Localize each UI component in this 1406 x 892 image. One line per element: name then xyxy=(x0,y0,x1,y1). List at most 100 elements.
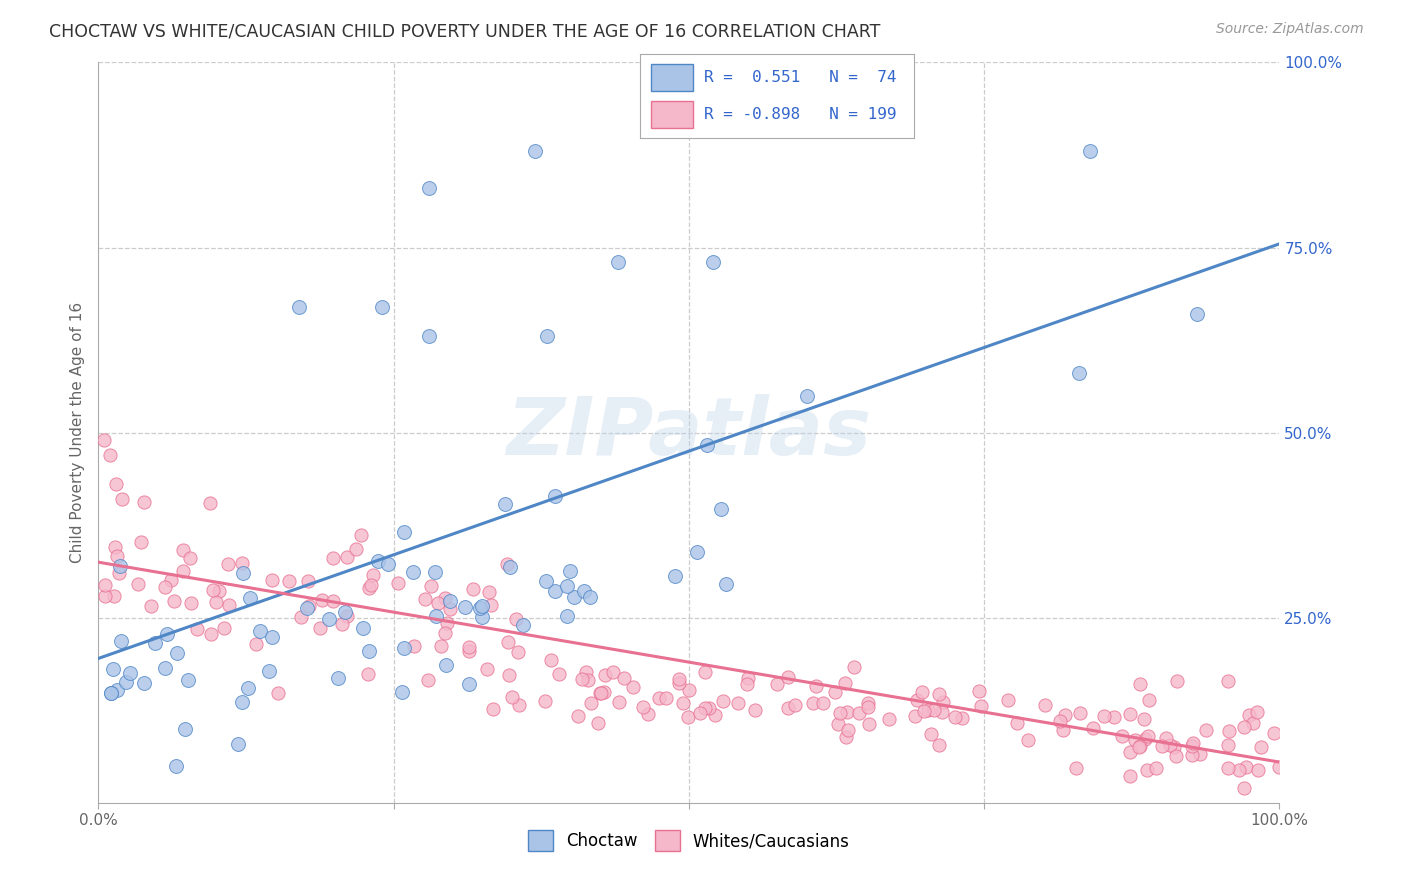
Point xyxy=(1083,721,1105,735)
Point xyxy=(571,672,593,686)
Point xyxy=(425,565,447,579)
Point xyxy=(557,579,579,593)
Point xyxy=(506,645,529,659)
Point xyxy=(471,599,494,613)
Point xyxy=(163,594,186,608)
Point xyxy=(710,502,733,516)
Point xyxy=(575,665,598,680)
Point xyxy=(198,496,221,510)
Point xyxy=(593,667,616,681)
Point xyxy=(145,636,167,650)
Point xyxy=(260,573,283,587)
Point xyxy=(295,601,318,615)
Point xyxy=(536,574,558,589)
Point xyxy=(676,709,699,723)
Point xyxy=(322,551,344,566)
Point xyxy=(697,701,720,715)
Point xyxy=(1146,761,1168,775)
Point xyxy=(648,691,671,706)
Point xyxy=(458,640,481,655)
Point xyxy=(920,727,942,741)
Point xyxy=(1111,729,1133,743)
Point xyxy=(457,677,479,691)
Point xyxy=(912,704,935,718)
Bar xyxy=(651,101,693,128)
Point xyxy=(716,577,738,591)
Point xyxy=(278,574,301,588)
Point xyxy=(1216,738,1239,752)
Point xyxy=(1250,739,1272,754)
Point xyxy=(904,709,927,723)
Point xyxy=(454,600,477,615)
Point xyxy=(834,730,856,744)
Point xyxy=(132,495,155,509)
Point xyxy=(479,598,502,612)
Point xyxy=(1152,739,1174,754)
Point xyxy=(796,388,818,402)
Point xyxy=(548,667,571,681)
Point xyxy=(727,696,749,710)
Point xyxy=(1136,729,1159,743)
Point xyxy=(776,670,799,684)
Point xyxy=(499,560,522,574)
Point xyxy=(1267,760,1289,774)
Point xyxy=(427,596,450,610)
Point xyxy=(607,695,630,709)
Point xyxy=(335,605,357,619)
Point xyxy=(877,712,900,726)
Point xyxy=(212,621,235,635)
Point xyxy=(494,497,516,511)
Point xyxy=(664,569,686,583)
Point xyxy=(1133,732,1156,747)
Point xyxy=(544,489,567,503)
Point xyxy=(1239,707,1261,722)
Point xyxy=(1233,720,1256,734)
Point xyxy=(837,723,859,738)
Point xyxy=(166,646,188,660)
Point xyxy=(1123,733,1146,747)
Point xyxy=(392,524,415,539)
Point xyxy=(1159,739,1181,753)
Point xyxy=(1232,780,1254,795)
Point xyxy=(1118,769,1140,783)
Point xyxy=(155,627,177,641)
Point xyxy=(905,693,928,707)
Y-axis label: Child Poverty Under the Age of 16: Child Poverty Under the Age of 16 xyxy=(69,302,84,563)
Point xyxy=(1035,698,1057,712)
Point xyxy=(702,255,724,269)
Point xyxy=(1119,746,1142,760)
Point xyxy=(415,591,437,606)
Point xyxy=(402,640,425,654)
Point xyxy=(1247,763,1270,777)
Point xyxy=(970,698,993,713)
Point xyxy=(344,542,367,557)
Point xyxy=(931,705,953,719)
Point xyxy=(501,690,523,705)
Point xyxy=(267,686,290,700)
Point xyxy=(463,582,485,596)
Point xyxy=(357,644,380,658)
Point xyxy=(217,557,239,571)
Point xyxy=(589,686,612,700)
Point xyxy=(744,703,766,717)
Point xyxy=(806,679,828,693)
Point xyxy=(180,596,202,610)
Point xyxy=(512,618,534,632)
Point xyxy=(108,566,131,581)
Point xyxy=(534,694,557,708)
Point xyxy=(420,579,443,593)
Point xyxy=(371,300,394,314)
Point xyxy=(1218,724,1240,739)
Point xyxy=(686,545,709,559)
Point xyxy=(508,698,530,712)
Point xyxy=(1195,723,1218,737)
Point xyxy=(576,673,599,687)
Point xyxy=(236,681,259,695)
Point xyxy=(1166,749,1188,764)
Point xyxy=(1241,716,1264,731)
Point xyxy=(232,566,254,581)
Point xyxy=(262,630,284,644)
Point xyxy=(703,708,725,723)
Point xyxy=(693,701,716,715)
Point xyxy=(560,564,582,578)
